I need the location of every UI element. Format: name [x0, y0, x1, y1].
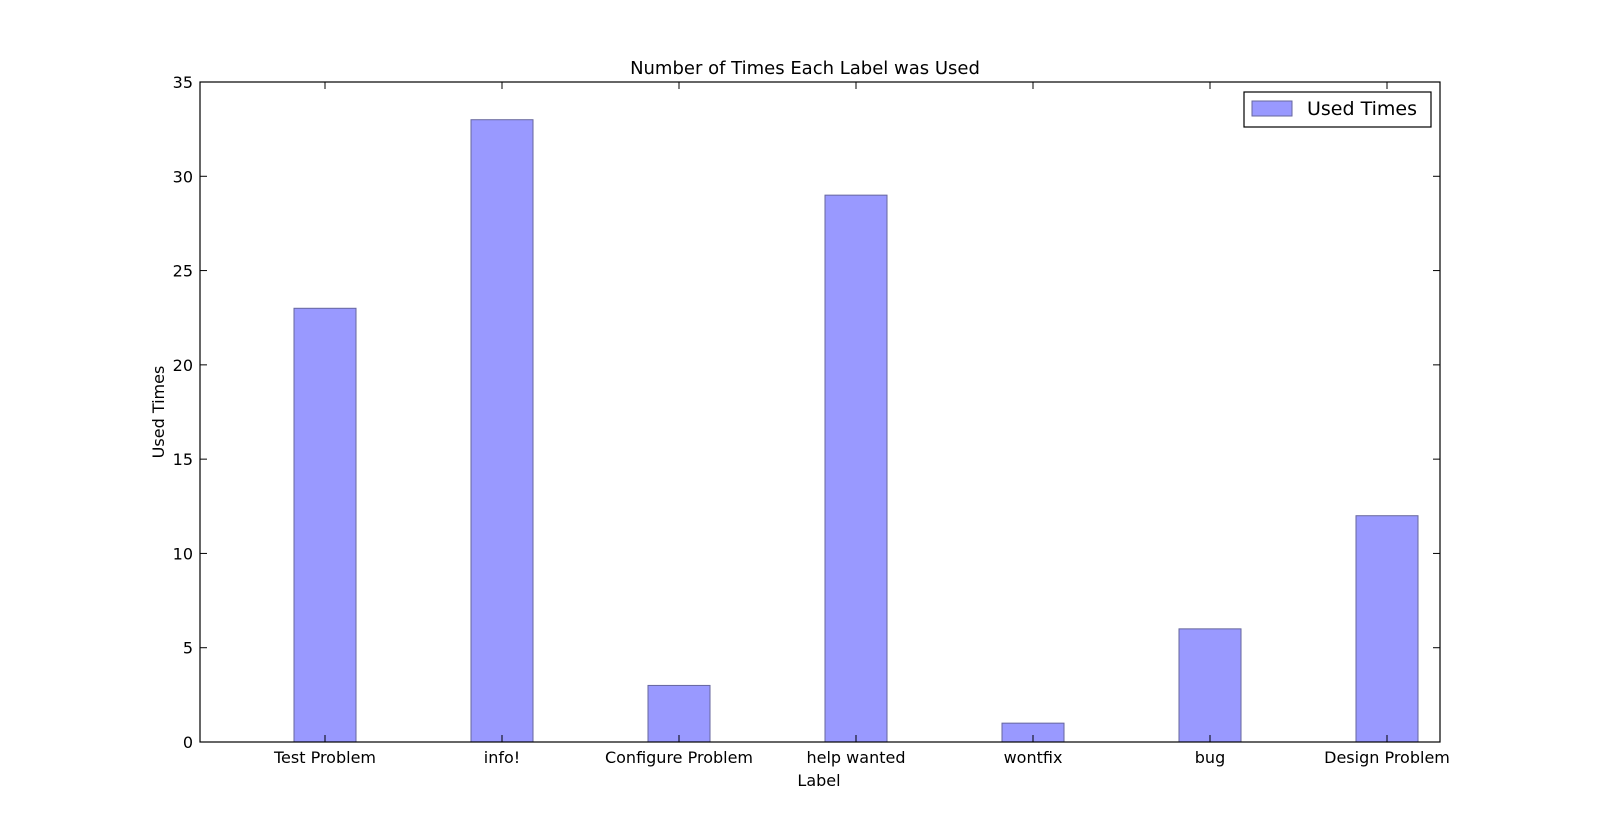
x-tick-label: info!	[484, 748, 520, 767]
bars-group	[293, 119, 1419, 743]
bar-6	[1355, 515, 1419, 743]
chart-title: Number of Times Each Label was Used	[630, 58, 980, 79]
y-tick-label: 15	[173, 450, 193, 469]
x-tick-label: Configure Problem	[605, 748, 753, 767]
x-tick-label: Design Problem	[1324, 748, 1450, 767]
bar-0	[293, 307, 357, 743]
bar-1	[470, 119, 534, 743]
y-axis-label: Used Times	[149, 366, 168, 459]
y-tick-label: 25	[173, 262, 193, 281]
bar-3	[824, 194, 888, 743]
y-axis: 0 5 10 15 20 25 30 35	[173, 73, 1440, 752]
x-tick-label: wontfix	[1004, 748, 1063, 767]
legend: Used Times	[1243, 91, 1432, 128]
y-tick-label: 30	[173, 167, 193, 186]
y-tick-label: 10	[173, 544, 193, 563]
x-tick-label: bug	[1195, 748, 1225, 767]
plot-frame	[199, 81, 1441, 743]
x-axis-label: Label	[797, 771, 840, 790]
y-tick-label: 0	[183, 733, 193, 752]
x-tick-label: Test Problem	[273, 748, 376, 767]
bar-5	[1178, 628, 1242, 743]
y-tick-label: 20	[173, 356, 193, 375]
x-axis: Test Problem info! Configure Problem help w…	[273, 82, 1450, 767]
y-tick-label: 5	[183, 639, 193, 658]
y-tick-label: 35	[173, 73, 193, 92]
x-tick-label: help wanted	[807, 748, 906, 767]
bar-2	[647, 684, 711, 743]
legend-swatch	[1251, 100, 1293, 117]
legend-label: Used Times	[1307, 98, 1417, 120]
